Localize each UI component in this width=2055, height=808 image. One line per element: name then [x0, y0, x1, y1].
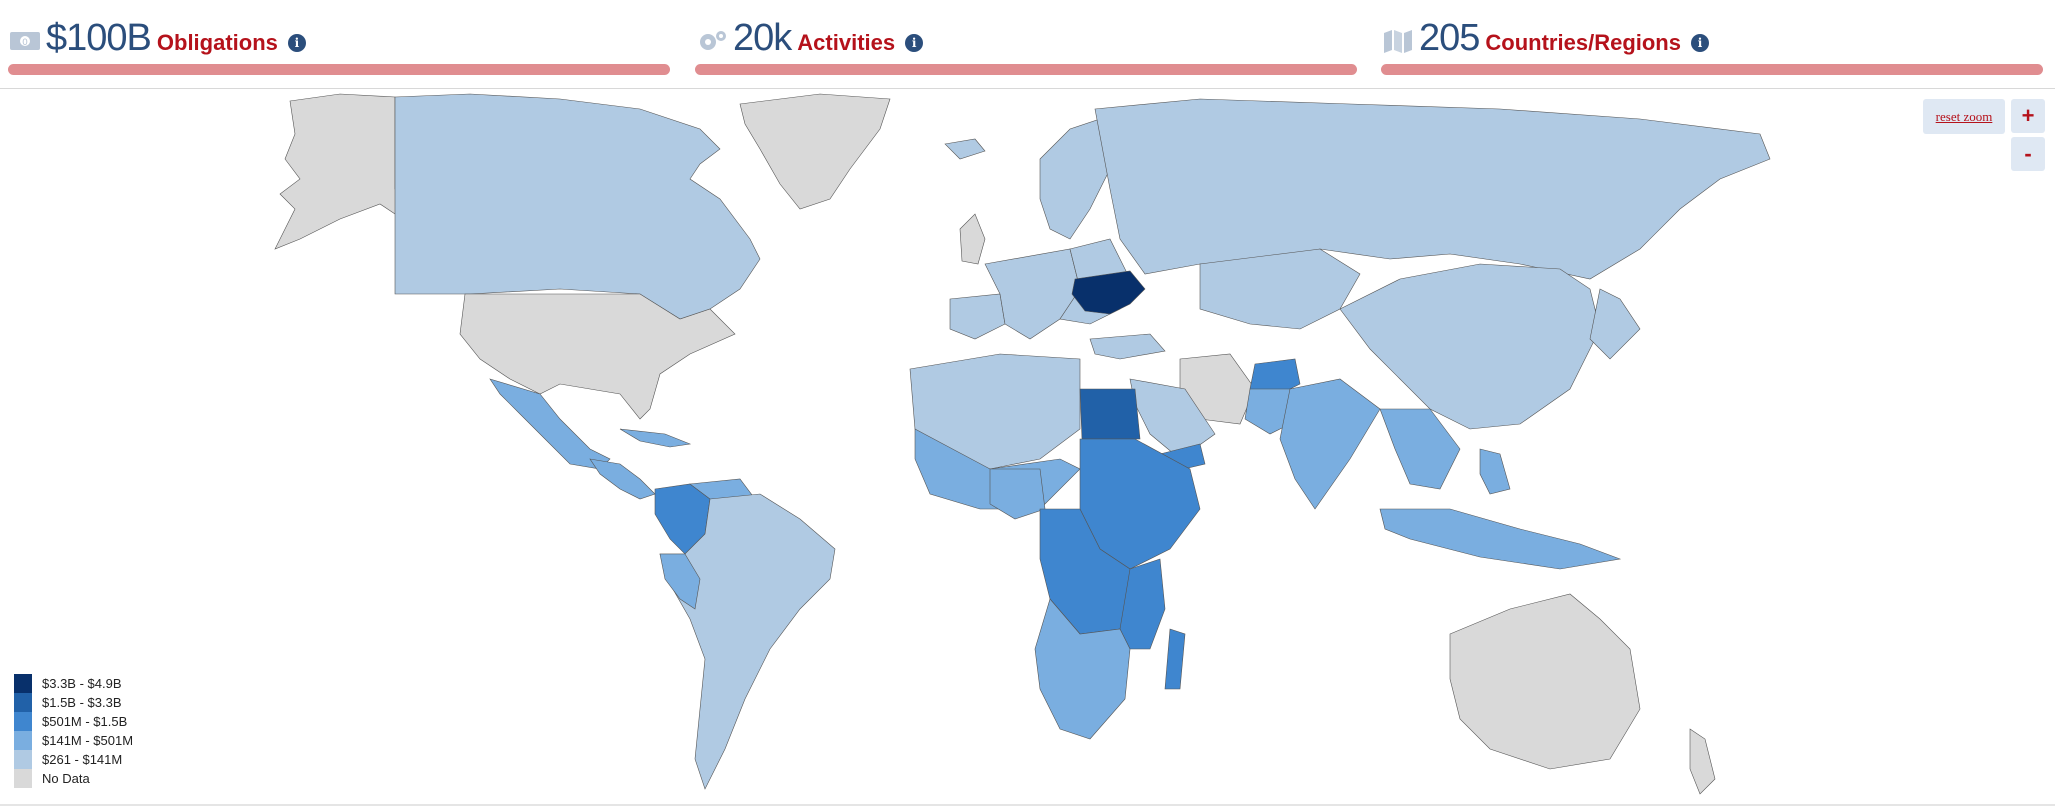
country-uk[interactable]: [959, 213, 986, 265]
legend-item: No Data: [14, 769, 146, 788]
country-china[interactable]: [1339, 263, 1601, 430]
zoom-out-button[interactable]: -: [2011, 137, 2045, 171]
countries-value: 205: [1419, 17, 1480, 59]
legend-item: $141M - $501M: [14, 731, 146, 750]
country-central-asia[interactable]: [1199, 248, 1361, 330]
svg-text:0: 0: [22, 38, 28, 48]
country-ukraine[interactable]: [1071, 270, 1146, 315]
country-greenland[interactable]: [739, 93, 891, 210]
activities-value: 20k: [733, 17, 792, 59]
zoom-controls: reset zoom + -: [1923, 99, 2045, 171]
countries-label: Countries/Regions: [1485, 30, 1681, 55]
country-iceland[interactable]: [944, 138, 986, 160]
country-canada[interactable]: [394, 93, 761, 320]
country-india[interactable]: [1279, 378, 1381, 510]
legend-label: $3.3B - $4.9B: [42, 676, 122, 691]
world-map[interactable]: [0, 89, 2055, 804]
country-mexico[interactable]: [489, 378, 611, 470]
legend-swatch: [14, 712, 32, 731]
country-philippines[interactable]: [1479, 448, 1511, 495]
country-usa[interactable]: [459, 293, 736, 420]
map-legend: $3.3B - $4.9B $1.5B - $3.3B $501M - $1.5…: [6, 663, 154, 801]
legend-swatch: [14, 769, 32, 788]
header-divider: [0, 88, 2055, 89]
money-icon: 0: [8, 28, 42, 54]
country-korea-japan[interactable]: [1589, 288, 1641, 360]
country-central-america[interactable]: [589, 458, 656, 500]
country-scandinavia[interactable]: [1039, 118, 1121, 240]
country-southern-africa[interactable]: [1034, 598, 1131, 740]
activities-bar: [695, 64, 1357, 75]
legend-item: $1.5B - $3.3B: [14, 693, 146, 712]
info-icon[interactable]: i: [287, 34, 306, 52]
footer-divider: [0, 804, 2055, 806]
legend-label: $261 - $141M: [42, 752, 123, 767]
legend-label: $141M - $501M: [42, 733, 134, 748]
legend-label: No Data: [42, 771, 90, 786]
country-indonesia[interactable]: [1379, 508, 1622, 570]
country-russia[interactable]: [1094, 98, 1771, 280]
legend-item: $3.3B - $4.9B: [14, 674, 146, 693]
obligations-value: $100B: [46, 17, 152, 59]
reset-zoom-button[interactable]: reset zoom: [1923, 99, 2005, 134]
country-southeast-asia[interactable]: [1379, 408, 1461, 490]
activities-stat: 20k Activities i: [695, 14, 1357, 76]
legend-swatch: [14, 674, 32, 693]
countries-bar: [1381, 64, 2043, 75]
legend-swatch: [14, 731, 32, 750]
legend-swatch: [14, 693, 32, 712]
legend-item: $501M - $1.5B: [14, 712, 146, 731]
legend-item: $261 - $141M: [14, 750, 146, 769]
map-icon: [1381, 28, 1415, 54]
obligations-stat: 0 $100B Obligations i: [8, 14, 670, 76]
country-australia[interactable]: [1449, 593, 1641, 770]
country-new-zealand[interactable]: [1689, 728, 1716, 795]
obligations-bar: [8, 64, 670, 75]
info-icon[interactable]: i: [905, 34, 924, 52]
map-svg[interactable]: [0, 89, 2055, 804]
country-spain[interactable]: [949, 293, 1006, 340]
activities-label: Activities: [797, 30, 896, 55]
country-madagascar[interactable]: [1164, 628, 1186, 690]
country-caribbean[interactable]: [619, 428, 692, 448]
legend-label: $1.5B - $3.3B: [42, 695, 122, 710]
country-egypt[interactable]: [1079, 388, 1141, 440]
gears-icon: [695, 28, 729, 54]
country-peru[interactable]: [659, 553, 701, 610]
countries-stat: 205 Countries/Regions i: [1381, 14, 2043, 76]
legend-swatch: [14, 750, 32, 769]
summary-stats: 0 $100B Obligations i 20k Activities i 2…: [0, 0, 2055, 88]
country-nigeria[interactable]: [989, 468, 1046, 520]
zoom-in-button[interactable]: +: [2011, 99, 2045, 133]
info-icon[interactable]: i: [1690, 34, 1709, 52]
obligations-label: Obligations: [156, 30, 278, 55]
country-turkey[interactable]: [1089, 333, 1166, 360]
legend-label: $501M - $1.5B: [42, 714, 128, 729]
